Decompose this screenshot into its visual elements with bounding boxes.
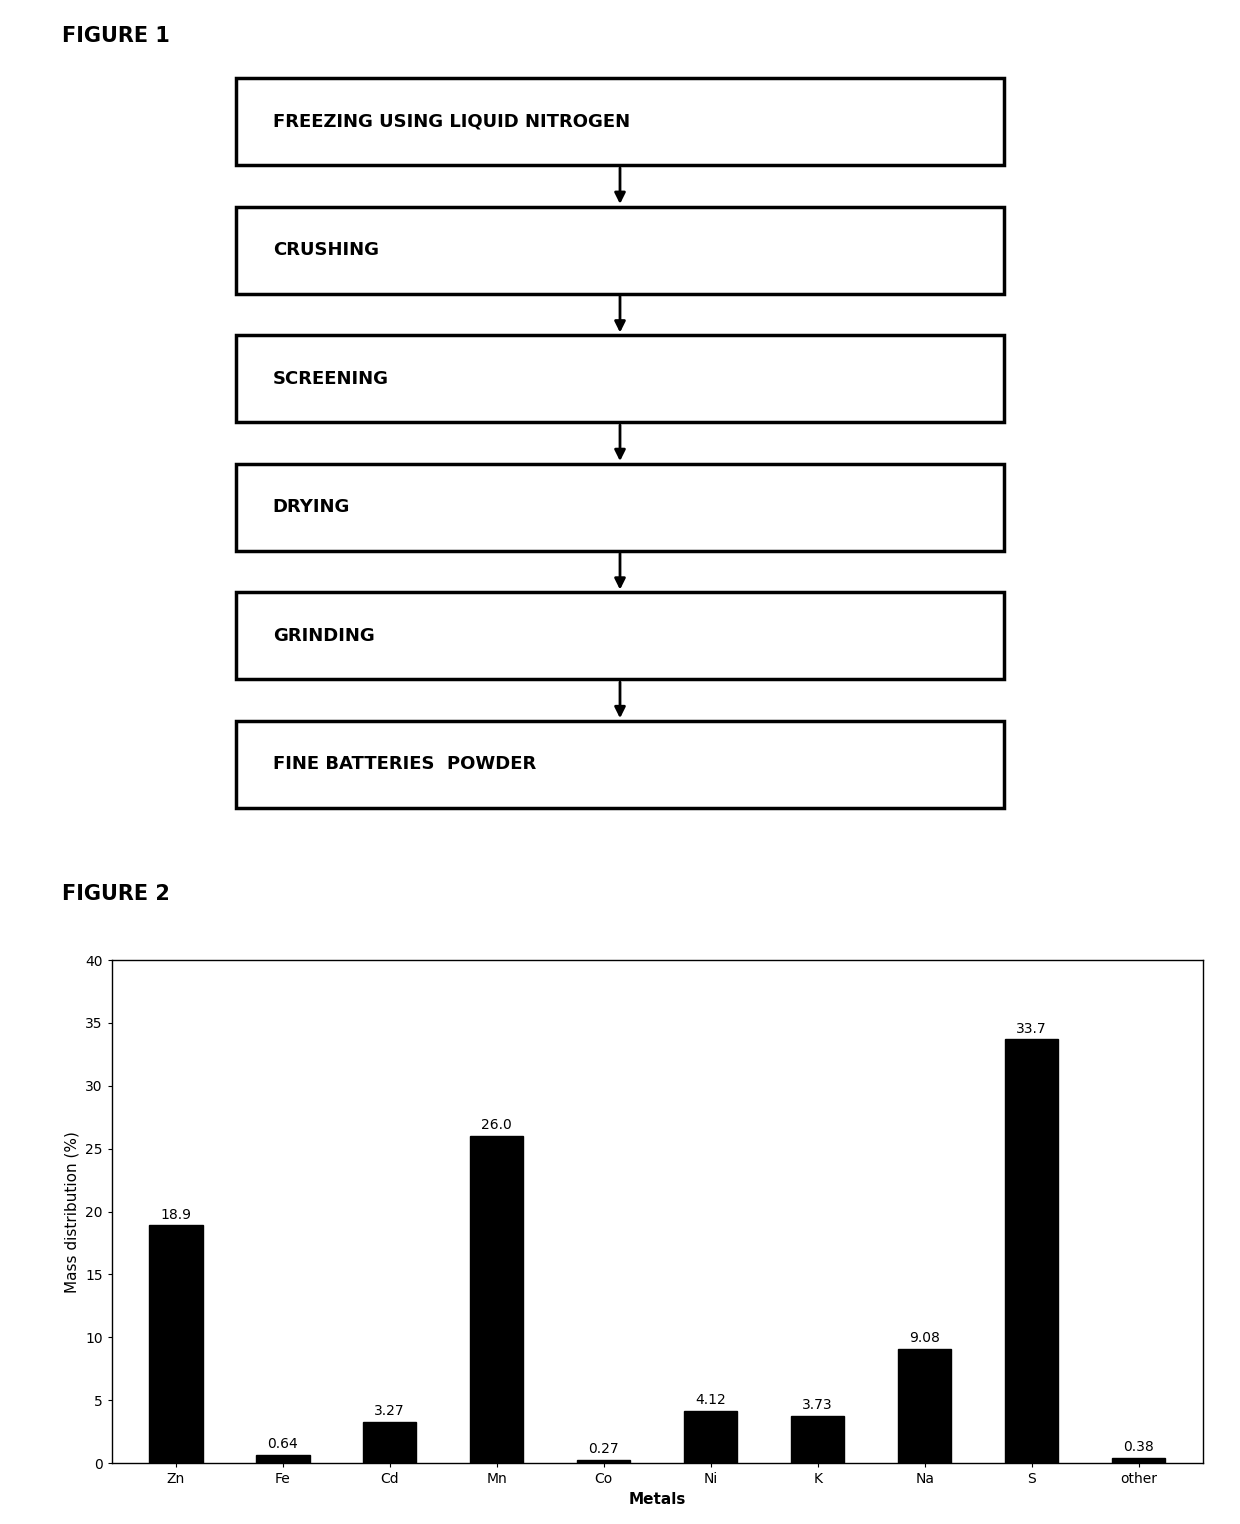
Text: CRUSHING: CRUSHING (273, 241, 378, 259)
Bar (577, 1460, 630, 1463)
Bar (791, 1416, 844, 1463)
Text: DRYING: DRYING (273, 498, 350, 517)
Y-axis label: Mass distribution (%): Mass distribution (%) (64, 1131, 79, 1292)
Text: GRINDING: GRINDING (273, 626, 374, 645)
FancyBboxPatch shape (236, 335, 1004, 422)
FancyBboxPatch shape (236, 721, 1004, 808)
Bar (1004, 1039, 1059, 1463)
FancyBboxPatch shape (236, 593, 1004, 680)
Text: FIGURE 1: FIGURE 1 (62, 26, 170, 46)
Text: FINE BATTERIES  POWDER: FINE BATTERIES POWDER (273, 756, 536, 774)
FancyBboxPatch shape (236, 207, 1004, 294)
Text: FIGURE 2: FIGURE 2 (62, 884, 170, 904)
Bar (149, 1225, 202, 1463)
Text: 0.64: 0.64 (268, 1437, 298, 1451)
Bar (470, 1137, 523, 1463)
Text: 4.12: 4.12 (696, 1393, 727, 1408)
Text: SCREENING: SCREENING (273, 370, 389, 387)
Bar (1112, 1458, 1166, 1463)
Text: 3.27: 3.27 (374, 1404, 405, 1419)
FancyBboxPatch shape (236, 463, 1004, 550)
Text: 26.0: 26.0 (481, 1119, 512, 1132)
Bar (684, 1411, 738, 1463)
Text: 0.38: 0.38 (1123, 1440, 1154, 1454)
Text: FREEZING USING LIQUID NITROGEN: FREEZING USING LIQUID NITROGEN (273, 113, 630, 131)
Text: 9.08: 9.08 (909, 1330, 940, 1346)
Text: 33.7: 33.7 (1017, 1021, 1047, 1036)
FancyBboxPatch shape (236, 78, 1004, 165)
Bar (898, 1349, 951, 1463)
Text: 18.9: 18.9 (160, 1207, 191, 1222)
X-axis label: Metals: Metals (629, 1492, 686, 1507)
Text: 0.27: 0.27 (589, 1442, 619, 1455)
Bar (363, 1422, 417, 1463)
Text: 3.73: 3.73 (802, 1399, 833, 1413)
Bar (255, 1455, 310, 1463)
